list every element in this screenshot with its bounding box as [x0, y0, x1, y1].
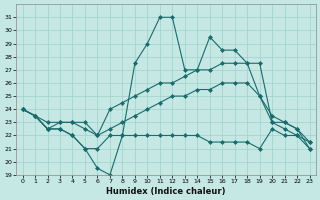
- X-axis label: Humidex (Indice chaleur): Humidex (Indice chaleur): [106, 187, 226, 196]
